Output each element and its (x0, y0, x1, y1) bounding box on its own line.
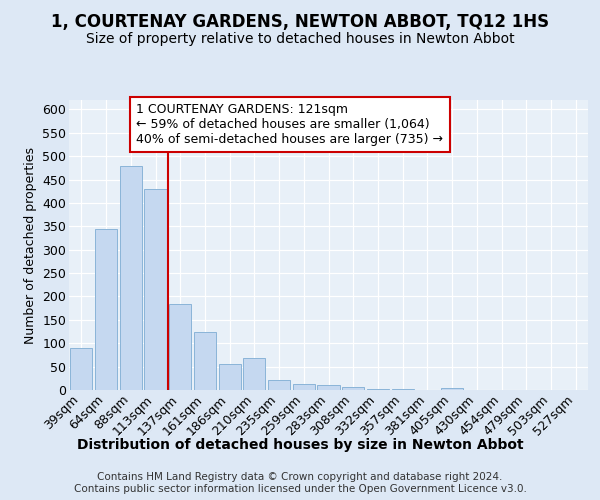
Text: Contains HM Land Registry data © Crown copyright and database right 2024.
Contai: Contains HM Land Registry data © Crown c… (74, 472, 526, 494)
Bar (342, 387, 364, 390)
Bar (194, 332, 216, 390)
Bar (145, 189, 167, 390)
Bar (392, 389, 414, 390)
Y-axis label: Number of detached properties: Number of detached properties (23, 146, 37, 344)
Text: 1 COURTENAY GARDENS: 121sqm
← 59% of detached houses are smaller (1,064)
40% of : 1 COURTENAY GARDENS: 121sqm ← 59% of det… (136, 103, 443, 146)
Bar (95, 228, 117, 390)
Bar (218, 364, 241, 390)
Bar (169, 304, 191, 390)
Bar (293, 384, 315, 390)
Bar (317, 386, 340, 390)
Text: Size of property relative to detached houses in Newton Abbot: Size of property relative to detached ho… (86, 32, 514, 46)
Bar (441, 388, 463, 390)
Text: Distribution of detached houses by size in Newton Abbot: Distribution of detached houses by size … (77, 438, 523, 452)
Bar (367, 389, 389, 390)
Bar (243, 358, 265, 390)
Bar (70, 348, 92, 390)
Bar (268, 380, 290, 390)
Text: 1, COURTENAY GARDENS, NEWTON ABBOT, TQ12 1HS: 1, COURTENAY GARDENS, NEWTON ABBOT, TQ12… (51, 12, 549, 30)
Bar (119, 166, 142, 390)
